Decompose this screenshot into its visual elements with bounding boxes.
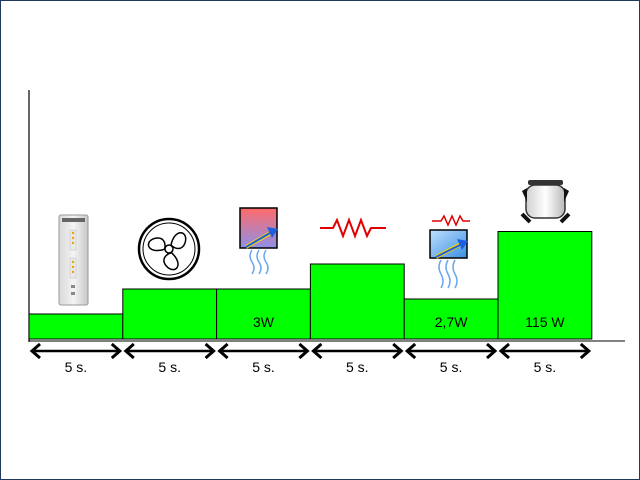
power-label-5: 2,7W xyxy=(435,314,468,330)
power-bar-2 xyxy=(122,288,218,340)
compressor-icon xyxy=(520,180,571,224)
damper-heater-icon xyxy=(239,207,278,275)
duration-label-6: 5 s. xyxy=(534,359,557,375)
duration-arrow-2 xyxy=(123,342,216,360)
duration-label-3: 5 s. xyxy=(252,359,275,375)
duration-arrow-3 xyxy=(217,342,310,360)
power-labels: 3W 2,7W 115 W xyxy=(253,314,565,330)
resistor-heater-icon xyxy=(320,217,386,239)
power-bar-1 xyxy=(28,313,124,340)
duration-arrow-1 xyxy=(29,342,123,360)
power-bars xyxy=(28,231,593,340)
control-panel-icon xyxy=(58,214,89,306)
duration-label-1: 5 s. xyxy=(65,359,88,375)
power-label-3: 3W xyxy=(253,314,275,330)
power-bar-4 xyxy=(309,263,405,340)
power-bar-3 xyxy=(216,288,311,340)
duration-label-2: 5 s. xyxy=(158,359,181,375)
duration-label-4: 5 s. xyxy=(346,359,369,375)
duration-arrows xyxy=(29,342,592,360)
power-label-6: 115 W xyxy=(525,314,565,330)
duration-label-5: 5 s. xyxy=(440,359,463,375)
fan-icon xyxy=(137,217,201,281)
duration-arrow-6 xyxy=(498,342,592,360)
damper-resistor-icon xyxy=(429,214,470,289)
duration-arrow-5 xyxy=(404,342,498,360)
duration-arrow-4 xyxy=(311,342,404,360)
duration-labels: 5 s. 5 s. 5 s. 5 s. 5 s. 5 s. xyxy=(65,359,557,375)
power-bar-6 xyxy=(497,231,593,340)
